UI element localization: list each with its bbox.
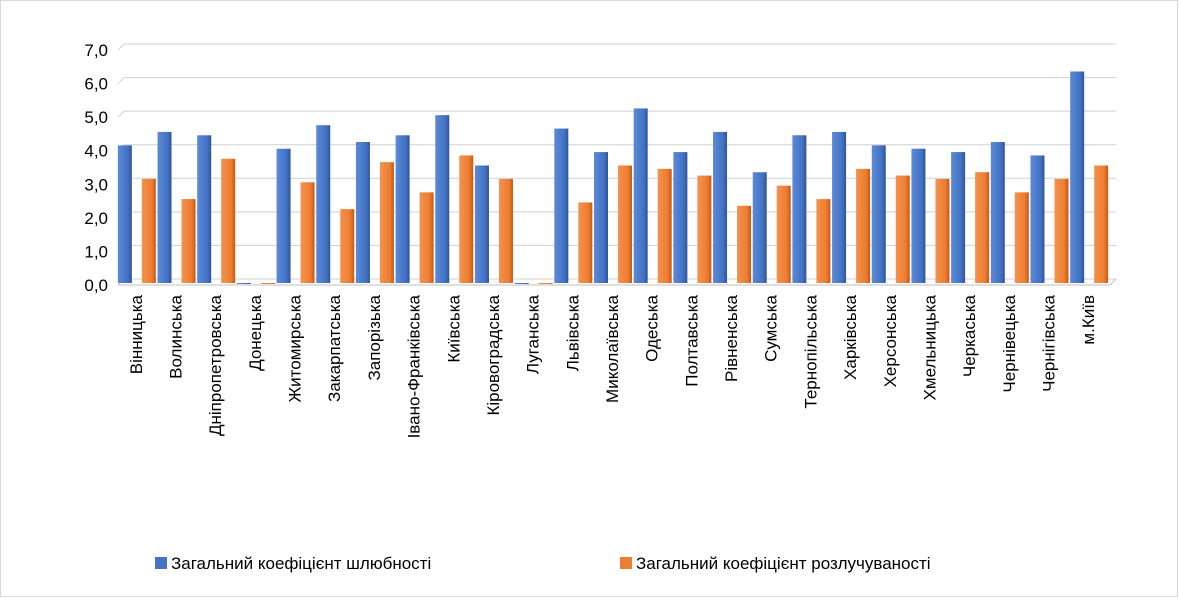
x-tick-label: Чернівецька bbox=[1000, 294, 1019, 392]
y-tick-label: 7,0 bbox=[84, 41, 108, 60]
bar bbox=[1054, 178, 1069, 283]
grid-line bbox=[117, 110, 1116, 118]
x-tick-label: Закарпатська bbox=[325, 294, 344, 401]
y-tick-label: 4,0 bbox=[84, 142, 108, 161]
bar bbox=[276, 148, 291, 283]
bar bbox=[871, 145, 886, 283]
x-tick-label: Луганська bbox=[524, 294, 543, 374]
x-tick-label: м.Київ bbox=[1079, 295, 1098, 345]
x-tick-label: Одеська bbox=[643, 294, 662, 361]
x-tick-label: Волинська bbox=[167, 294, 186, 378]
x-tick-label: Харківська bbox=[841, 294, 860, 379]
x-tick-label: Київська bbox=[444, 294, 463, 362]
bar bbox=[578, 202, 593, 283]
bar bbox=[395, 135, 410, 283]
bar bbox=[498, 178, 513, 283]
axis-line bbox=[1109, 278, 1117, 286]
bar bbox=[300, 182, 315, 283]
bar bbox=[1014, 192, 1029, 283]
bar bbox=[459, 155, 474, 283]
bar bbox=[737, 205, 752, 283]
legend-label: Загальний коефіцієнт шлюбності bbox=[171, 554, 431, 573]
bar bbox=[260, 283, 275, 284]
bar bbox=[514, 283, 529, 284]
y-tick-label: 0,0 bbox=[84, 276, 108, 295]
bar bbox=[776, 185, 791, 283]
bar bbox=[1030, 155, 1045, 283]
bar bbox=[340, 209, 355, 283]
bar bbox=[594, 152, 608, 283]
bar bbox=[832, 131, 847, 283]
bar bbox=[633, 108, 648, 283]
legend-swatch bbox=[620, 557, 632, 569]
bar bbox=[221, 158, 236, 283]
x-tick-label: Хмельницька bbox=[920, 294, 939, 400]
x-tick-label: Дніпропетровська bbox=[206, 294, 225, 436]
bar bbox=[419, 192, 434, 283]
bar bbox=[752, 172, 767, 283]
y-tick-label: 1,0 bbox=[84, 242, 108, 261]
x-tick-label: Запорізька bbox=[365, 294, 384, 380]
bar bbox=[197, 135, 212, 283]
x-tick-label: Полтавська bbox=[682, 294, 701, 386]
legend-swatch bbox=[155, 557, 167, 569]
bar bbox=[657, 168, 672, 283]
bar bbox=[554, 128, 569, 283]
bar bbox=[316, 125, 331, 283]
x-tick-label: Тернопільська bbox=[801, 294, 820, 408]
x-tick-label: Вінницька bbox=[127, 294, 146, 374]
y-tick-label: 2,0 bbox=[84, 209, 108, 228]
x-tick-label: Черкаська bbox=[960, 294, 979, 377]
bar bbox=[157, 131, 172, 283]
bar bbox=[951, 152, 966, 283]
bar bbox=[538, 283, 553, 284]
x-tick-label: Херсонська bbox=[881, 294, 900, 387]
x-tick-label: Донецька bbox=[246, 294, 265, 370]
x-tick-label: Чернігівська bbox=[1039, 294, 1058, 391]
bar bbox=[355, 142, 370, 283]
bar bbox=[1070, 71, 1085, 283]
x-tick-label: Івано-Франківська bbox=[405, 294, 424, 438]
bar bbox=[856, 168, 871, 283]
grid-line bbox=[117, 43, 1116, 51]
y-tick-label: 5,0 bbox=[84, 108, 108, 127]
bar bbox=[435, 115, 450, 284]
bar bbox=[117, 145, 132, 283]
bar bbox=[181, 199, 196, 283]
legend-label: Загальний коефіцієнт розлучуваності bbox=[636, 554, 931, 573]
bar bbox=[618, 165, 632, 283]
bar bbox=[713, 131, 728, 283]
bar bbox=[673, 152, 688, 283]
bar bbox=[935, 178, 950, 283]
bar bbox=[792, 135, 807, 283]
x-tick-label: Рівненська bbox=[722, 294, 741, 382]
bar bbox=[1094, 165, 1109, 283]
bar bbox=[816, 199, 831, 283]
bar bbox=[379, 162, 394, 283]
x-tick-label: Житомирська bbox=[286, 294, 305, 402]
bar bbox=[895, 175, 910, 283]
x-tick-label: Сумська bbox=[762, 294, 781, 361]
bar bbox=[474, 165, 489, 283]
bar bbox=[990, 142, 1005, 283]
y-tick-label: 3,0 bbox=[84, 175, 108, 194]
bar bbox=[697, 175, 712, 283]
x-tick-label: Кіровоградська bbox=[484, 294, 503, 415]
bar bbox=[236, 283, 251, 284]
bar bbox=[141, 178, 156, 283]
grid-line bbox=[117, 77, 1116, 84]
x-tick-label: Миколаївська bbox=[603, 294, 622, 402]
bar bbox=[911, 148, 926, 283]
y-tick-label: 6,0 bbox=[84, 75, 108, 94]
x-tick-label: Львівська bbox=[563, 294, 582, 371]
bar bbox=[975, 172, 990, 283]
